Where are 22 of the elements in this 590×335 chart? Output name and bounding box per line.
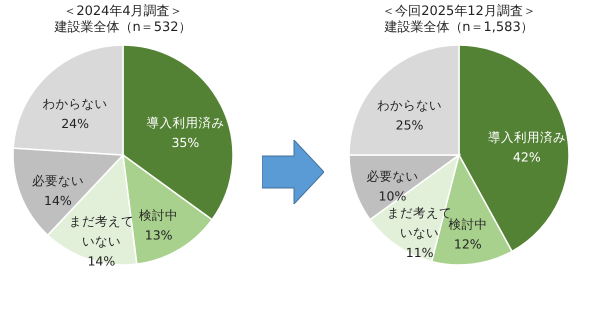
slice-label: 導入利用済み xyxy=(146,115,224,130)
slice-label: わからない xyxy=(42,96,108,111)
data-label: 35% xyxy=(171,135,200,150)
chart-subtitle: 建設業全体（n＝532） xyxy=(53,20,192,35)
slice-label: まだ考えていない xyxy=(68,214,134,249)
data-label: 14% xyxy=(87,254,116,269)
data-label: 10% xyxy=(378,188,406,204)
data-label: 24% xyxy=(61,116,90,131)
data-label: 25% xyxy=(396,118,424,133)
slice-label: 導入利用済み xyxy=(488,130,566,145)
slice-label: 必要ない xyxy=(366,168,418,184)
chart-title: ＜今回2025年12月調査＞ xyxy=(382,4,536,19)
chart-subtitle: 建設業全体（n＝1,583） xyxy=(383,20,534,35)
slice-label: わからない xyxy=(377,98,442,113)
data-label: 42% xyxy=(512,150,541,165)
slice-label: 必要ない xyxy=(32,172,84,188)
chart-title: ＜2024年4月調査＞ xyxy=(63,4,183,19)
data-label: 13% xyxy=(144,227,173,242)
slice-label: 検討中 xyxy=(139,207,178,222)
data-label: 14% xyxy=(44,192,72,208)
data-label: 12% xyxy=(454,236,482,252)
data-label: 11% xyxy=(406,244,434,260)
